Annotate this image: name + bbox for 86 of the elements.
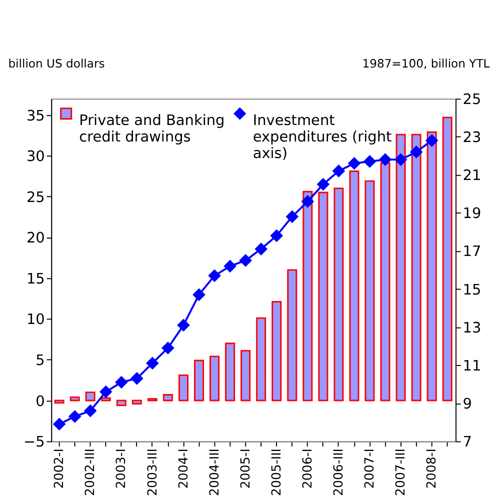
y-tick-label: −5 bbox=[24, 434, 45, 451]
x-tick-label: 2007-I bbox=[362, 448, 377, 489]
x-tick-label: 2005-I bbox=[237, 448, 252, 489]
point bbox=[379, 154, 392, 166]
bar bbox=[396, 134, 406, 402]
point bbox=[270, 230, 283, 242]
bar bbox=[70, 396, 80, 402]
bar bbox=[287, 269, 298, 402]
x-tick-label: 2003-III bbox=[144, 448, 160, 496]
point bbox=[255, 242, 268, 256]
bar bbox=[318, 192, 328, 402]
bar bbox=[302, 190, 313, 402]
bar bbox=[54, 400, 64, 404]
y2-axis-title: 1987=100, billion YTL bbox=[362, 56, 490, 70]
point bbox=[410, 146, 422, 158]
point bbox=[317, 178, 330, 190]
bar bbox=[178, 374, 188, 402]
y-axis-title: billion US dollars bbox=[8, 56, 105, 70]
bar bbox=[426, 131, 437, 402]
point bbox=[224, 260, 236, 272]
y-tick-label: 15 bbox=[26, 271, 45, 288]
y-tick-label: 25 bbox=[26, 190, 45, 206]
bar bbox=[364, 180, 375, 402]
y-tick-label: 20 bbox=[26, 230, 45, 247]
bar bbox=[194, 360, 204, 402]
bar bbox=[380, 162, 390, 402]
x-tick-label: 2008-I bbox=[424, 448, 439, 489]
bar bbox=[85, 392, 96, 402]
point bbox=[208, 270, 221, 282]
point bbox=[394, 154, 407, 166]
y2-tick-label: 15 bbox=[462, 282, 482, 298]
x-tick-label: 2002-III bbox=[82, 448, 98, 496]
bar bbox=[411, 134, 422, 402]
x-tick-label: 2004-III bbox=[206, 448, 222, 496]
bar bbox=[132, 400, 142, 404]
y-tick-label: 10 bbox=[26, 312, 45, 328]
point bbox=[130, 372, 143, 384]
y2-tick-label: 23 bbox=[462, 130, 482, 146]
x-tick-label: 2006-III bbox=[330, 448, 346, 496]
bar bbox=[334, 188, 344, 402]
x-tick-label: 2007-III bbox=[392, 448, 408, 496]
y-tick-label: 0 bbox=[36, 394, 45, 410]
point bbox=[302, 195, 314, 208]
x-tick-label: 2004-I bbox=[175, 448, 190, 489]
y2-tick-label: 21 bbox=[462, 168, 482, 184]
y2-tick-label: 17 bbox=[462, 244, 482, 260]
x-tick-label: 2005-III bbox=[268, 448, 284, 496]
y-tick-label: 30 bbox=[26, 149, 45, 166]
y2-tick-label: 11 bbox=[462, 358, 482, 374]
bar bbox=[100, 397, 111, 402]
y2-tick-label: 19 bbox=[462, 206, 482, 222]
point bbox=[426, 134, 438, 147]
point bbox=[286, 210, 298, 223]
point bbox=[84, 404, 96, 417]
point bbox=[364, 155, 376, 168]
point bbox=[68, 410, 81, 423]
y-tick-label: 35 bbox=[26, 108, 45, 124]
point bbox=[177, 319, 190, 332]
y2-tick-label: 9 bbox=[462, 396, 472, 412]
legend-label: Private and Banking credit drawings bbox=[79, 113, 225, 146]
x-tick-label: 2002-I bbox=[51, 448, 66, 489]
point bbox=[332, 164, 345, 178]
y2-tick-label: 7 bbox=[462, 434, 472, 451]
point bbox=[162, 342, 174, 354]
point bbox=[240, 254, 252, 266]
x-tick-label: 2003-I bbox=[113, 448, 128, 489]
bar bbox=[256, 317, 266, 402]
point bbox=[348, 157, 360, 170]
bar bbox=[349, 170, 360, 402]
point bbox=[100, 386, 112, 398]
y2-tick-label: 25 bbox=[462, 92, 482, 108]
bar bbox=[116, 400, 126, 406]
y-tick-label: 5 bbox=[36, 352, 45, 369]
point bbox=[115, 376, 128, 388]
bar bbox=[225, 342, 236, 402]
point bbox=[192, 288, 206, 301]
y2-tick-label: 13 bbox=[462, 320, 482, 336]
legend-label: Investment expenditures (right axis) bbox=[252, 113, 392, 162]
point bbox=[146, 357, 158, 370]
bar bbox=[442, 116, 452, 402]
bar bbox=[162, 394, 173, 402]
point bbox=[53, 418, 66, 430]
bar bbox=[210, 356, 220, 402]
bar bbox=[240, 350, 251, 402]
bar bbox=[272, 301, 282, 402]
x-tick-label: 2006-I bbox=[300, 448, 315, 489]
